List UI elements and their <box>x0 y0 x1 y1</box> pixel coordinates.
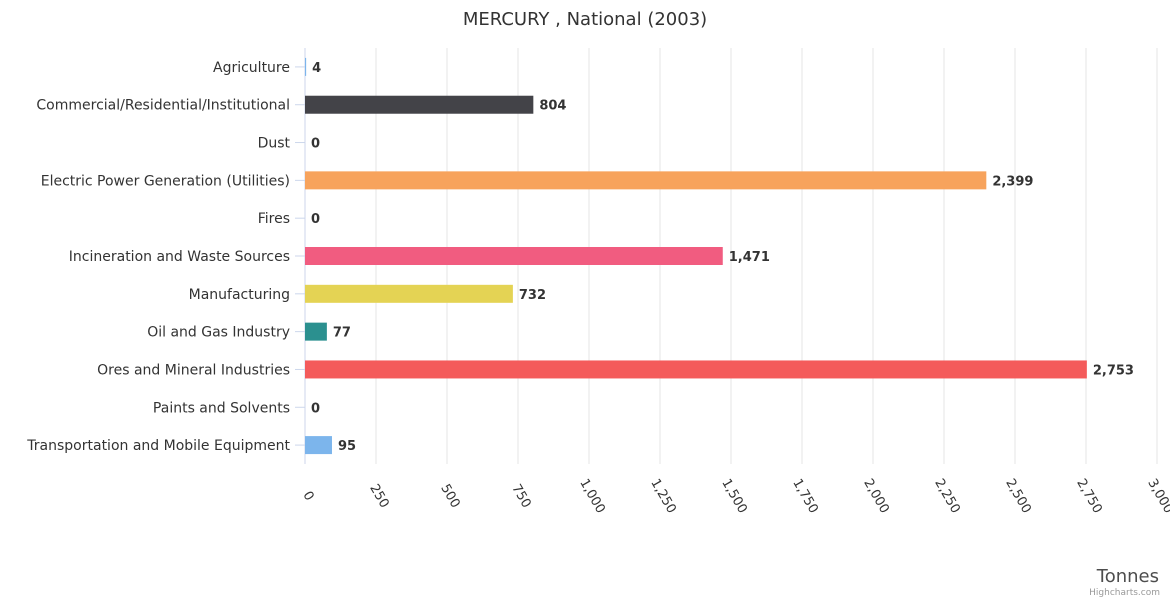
x-tick-label: 1,000 <box>576 476 608 516</box>
credits-link[interactable]: Highcharts.com <box>1089 588 1160 598</box>
x-tick-label: 2,250 <box>931 476 963 516</box>
bar <box>305 322 327 341</box>
bar <box>305 171 987 190</box>
x-axis-title: Tonnes <box>1096 566 1159 587</box>
x-tick-label: 1,750 <box>789 476 821 516</box>
data-label: 95 <box>338 439 356 454</box>
data-label: 804 <box>539 99 566 114</box>
data-label: 77 <box>333 326 351 341</box>
category-label: Commercial/Residential/Institutional <box>36 98 290 114</box>
bar <box>305 284 513 303</box>
x-tick-label: 2,750 <box>1073 476 1105 516</box>
category-label: Manufacturing <box>189 287 290 303</box>
bar <box>305 247 723 265</box>
category-label: Incineration and Waste Sources <box>69 249 290 265</box>
x-tick-label: 0 <box>299 489 316 504</box>
category-label: Fires <box>258 211 290 227</box>
category-label: Agriculture <box>213 60 290 76</box>
x-tick-label: 3,000 <box>1144 476 1170 516</box>
bar <box>305 360 1087 379</box>
x-tick-label: 250 <box>366 482 391 511</box>
data-label: 4 <box>312 61 321 76</box>
data-label: 1,471 <box>729 250 770 265</box>
chart-title: MERCURY , National (2003) <box>463 9 707 30</box>
data-label: 732 <box>519 288 546 303</box>
category-label: Ores and Mineral Industries <box>97 362 290 378</box>
x-tick-label: 2,500 <box>1002 476 1034 516</box>
x-tick-label: 1,500 <box>718 476 750 516</box>
category-label: Paints and Solvents <box>153 400 290 416</box>
bars <box>305 57 1087 455</box>
data-label: 2,399 <box>992 174 1033 189</box>
x-axis-ticks: 0 250 500 750 1,000 1,250 1,500 1,750 2,000 2,250… <box>299 476 1170 516</box>
category-label: Dust <box>258 136 291 152</box>
category-labels: Agriculture Commercial/Residential/Instit… <box>26 60 290 454</box>
bar <box>305 436 332 455</box>
x-tick-label: 2,000 <box>860 476 892 516</box>
x-tick-label: 1,250 <box>647 476 679 516</box>
x-tick-label: 500 <box>437 482 462 511</box>
data-label: 0 <box>311 401 320 416</box>
category-label: Oil and Gas Industry <box>147 325 290 341</box>
data-label: 0 <box>311 212 320 227</box>
data-labels: 4 804 0 2,399 0 1,471 732 77 2,753 0 95 <box>311 61 1134 454</box>
data-label: 0 <box>311 137 320 152</box>
category-label: Electric Power Generation (Utilities) <box>41 173 290 189</box>
data-label: 2,753 <box>1093 363 1134 378</box>
bar <box>305 57 307 76</box>
x-tick-label: 750 <box>508 482 533 511</box>
bar <box>305 95 534 114</box>
category-label: Transportation and Mobile Equipment <box>26 438 290 454</box>
